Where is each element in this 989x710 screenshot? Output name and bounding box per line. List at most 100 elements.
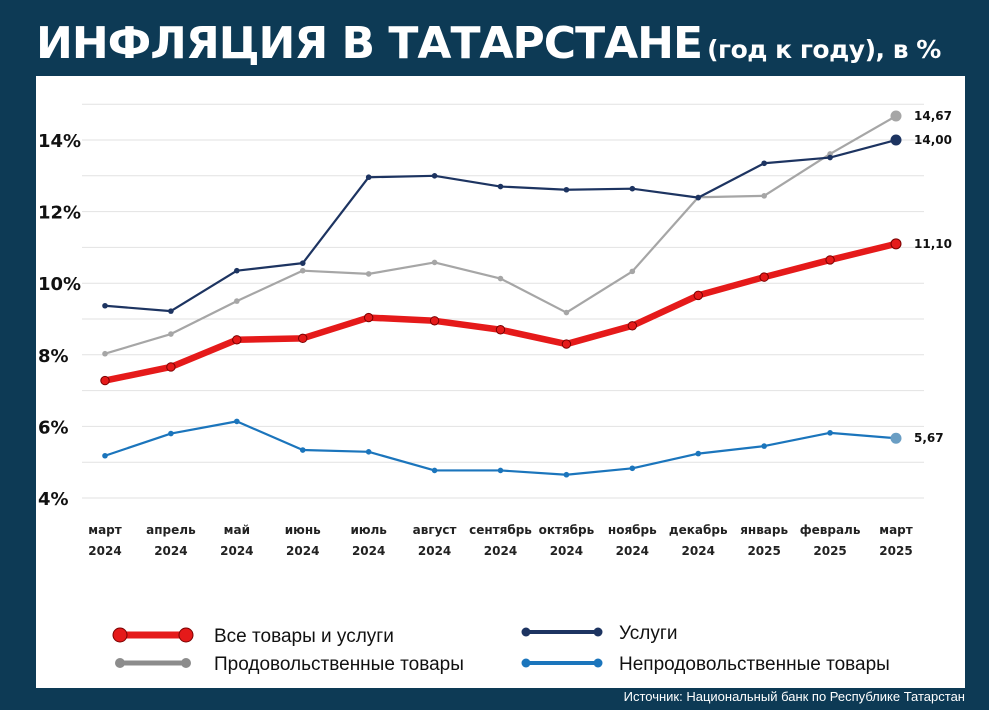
x-tick-label-month: февраль [800, 523, 861, 537]
data-point-services [365, 174, 372, 181]
data-point-food [497, 275, 504, 282]
x-tick-label-month: июль [350, 523, 387, 537]
legend-label: Продовольственные товары [214, 654, 464, 675]
data-point-nonfood [827, 430, 833, 436]
data-point-all [166, 362, 176, 372]
data-point-nonfood [365, 449, 372, 455]
x-tick-label-year: 2024 [682, 544, 715, 558]
data-point-services [761, 160, 767, 167]
data-point-food [563, 309, 570, 316]
data-point-all [232, 335, 242, 345]
data-point-services [431, 173, 438, 179]
data-point-services [102, 302, 108, 309]
data-label-services: 14,00 [914, 133, 952, 147]
y-tick-label: 8% [38, 346, 69, 367]
x-tick-label-month: январь [740, 523, 788, 537]
x-tick-label-month: август [413, 523, 457, 537]
x-tick-label-year: 2024 [616, 544, 649, 558]
legend-marker [181, 658, 191, 668]
data-point-services [629, 185, 636, 192]
x-tick-label-month: ноябрь [608, 523, 657, 537]
chart-panel: 4% 6% 8% 10% 12% 14% март 2024 апрель 2024 май 202… [36, 76, 965, 688]
series-line-services [103, 138, 898, 313]
x-tick-label-year: 2024 [154, 544, 187, 558]
x-tick-label-year: 2024 [88, 544, 121, 558]
legend-marker [115, 658, 125, 668]
data-point-all [759, 272, 769, 282]
data-point-nonfood [629, 465, 636, 472]
line-chart: 4% 6% 8% 10% 12% 14% март 2024 апрель 2024 май 202… [38, 103, 952, 675]
y-tick-label: 10% [38, 274, 81, 295]
series-line-all [101, 240, 900, 384]
data-point-all [890, 238, 902, 250]
y-tick-label: 6% [38, 417, 69, 438]
data-point-all [561, 339, 572, 349]
data-point-nonfood [563, 471, 570, 478]
source-note: Источник: Национальный банк по Республик… [623, 689, 965, 704]
legend-marker [521, 627, 531, 637]
data-point-nonfood [890, 432, 902, 444]
data-point-all [429, 316, 440, 326]
data-point-food [629, 268, 636, 275]
data-point-nonfood [299, 447, 306, 453]
data-label-all: 11,10 [914, 237, 952, 251]
data-point-all [298, 333, 308, 344]
data-point-food [102, 350, 108, 357]
legend-item-food: Продовольственные товары [115, 654, 464, 675]
data-label-food: 14,67 [914, 109, 952, 123]
data-point-services [234, 267, 240, 274]
data-point-nonfood [102, 452, 108, 459]
chart-title: ИНФЛЯЦИЯ В ТАТАРСТАНЕ (год к году), в % [36, 18, 941, 69]
data-point-food [234, 298, 240, 304]
x-tick-label-year: 2024 [220, 544, 253, 558]
legend-item-nonfood: Непродовольственные товары [521, 654, 890, 675]
data-point-all [100, 375, 110, 386]
data-point-nonfood [431, 467, 438, 474]
data-point-nonfood [497, 467, 504, 474]
data-point-services [299, 260, 306, 266]
data-point-food [168, 331, 174, 337]
data-point-nonfood [234, 418, 240, 425]
legend-label: Все товары и услуги [214, 626, 394, 647]
data-point-food [431, 259, 438, 266]
data-point-services [695, 194, 702, 201]
data-point-nonfood [761, 443, 767, 449]
x-tick-label-year: 2024 [286, 544, 319, 558]
data-point-all [363, 312, 374, 323]
x-tick-label-month: октябрь [539, 523, 595, 537]
chart-title-sub: (год к году), в % [707, 35, 941, 64]
x-tick-label-year: 2025 [879, 544, 912, 558]
x-tick-label-month: март [88, 523, 121, 537]
y-tick-label: 14% [38, 131, 81, 152]
data-point-nonfood [168, 430, 174, 437]
data-point-all [495, 325, 506, 335]
x-tick-label-month: июнь [285, 523, 321, 537]
data-label-nonfood: 5,67 [914, 431, 944, 445]
x-tick-label-year: 2025 [813, 544, 846, 558]
x-tick-label-year: 2024 [484, 544, 517, 558]
data-point-all [627, 321, 638, 331]
x-tick-label-month: апрель [146, 523, 196, 537]
x-tick-label-year: 2024 [352, 544, 385, 558]
legend-label: Услуги [619, 623, 677, 644]
data-point-services [563, 186, 570, 193]
legend-marker [593, 627, 603, 637]
x-tick-label-month: март [879, 523, 912, 537]
legend-marker [593, 658, 603, 668]
data-point-services [827, 154, 833, 161]
data-point-food [299, 267, 306, 274]
series-line-food [103, 114, 898, 355]
y-tick-label: 4% [38, 489, 69, 510]
x-tick-label-month: декабрь [669, 523, 728, 537]
x-tick-label-year: 2025 [747, 544, 780, 558]
data-point-nonfood [695, 450, 702, 457]
data-point-food [365, 271, 372, 277]
x-tick-label-year: 2024 [418, 544, 451, 558]
series-line-nonfood [103, 420, 898, 476]
legend-item-all: Все товары и услуги [112, 626, 394, 647]
data-point-food [761, 193, 767, 199]
legend-marker [112, 627, 128, 643]
x-tick-label-month: май [224, 523, 250, 537]
legend-label: Непродовольственные товары [619, 654, 890, 675]
legend-marker [521, 658, 531, 668]
